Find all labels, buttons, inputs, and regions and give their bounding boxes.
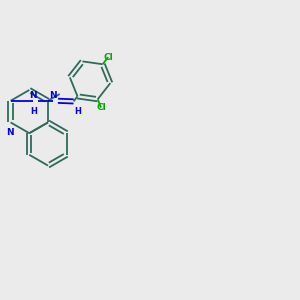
Text: N: N	[49, 91, 56, 100]
Text: Cl: Cl	[96, 103, 106, 112]
Text: H: H	[74, 107, 81, 116]
Text: Cl: Cl	[103, 52, 113, 62]
Text: H: H	[30, 107, 37, 116]
Text: N: N	[29, 91, 37, 100]
Text: N: N	[6, 128, 14, 137]
